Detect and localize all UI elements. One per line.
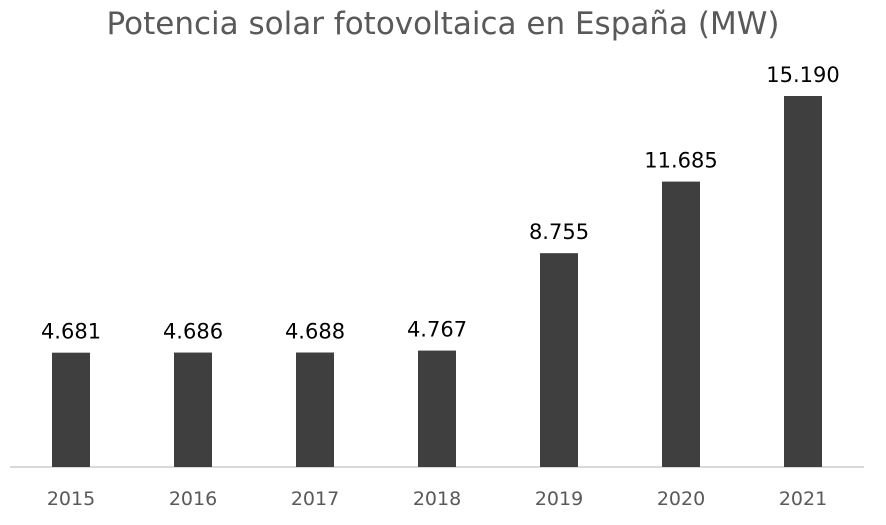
data-label-2015: 4.681 <box>41 320 101 344</box>
data-label-2017: 4.688 <box>285 320 345 344</box>
x-tick-label-2018: 2018 <box>413 488 461 510</box>
bar-2016 <box>174 352 212 467</box>
bar-2019 <box>540 253 578 467</box>
data-label-2018: 4.767 <box>407 318 467 342</box>
x-tick-label-2017: 2017 <box>291 488 339 510</box>
data-label-2021: 15.190 <box>766 63 839 87</box>
x-tick-label-2021: 2021 <box>779 488 827 510</box>
bar-2017 <box>296 352 334 467</box>
bar-2021 <box>784 96 822 467</box>
data-label-2019: 8.755 <box>529 220 589 244</box>
data-label-2020: 11.685 <box>644 149 717 173</box>
x-tick-label-2020: 2020 <box>657 488 705 510</box>
chart-title: Potencia solar fotovoltaica en España (M… <box>106 6 780 42</box>
bar-2018 <box>418 350 456 467</box>
x-tick-label-2019: 2019 <box>535 488 583 510</box>
x-tick-label-2016: 2016 <box>169 488 217 510</box>
x-tick-label-2015: 2015 <box>47 488 95 510</box>
bar-2015 <box>52 352 90 467</box>
bar-2020 <box>662 181 700 467</box>
data-label-2016: 4.686 <box>163 320 223 344</box>
